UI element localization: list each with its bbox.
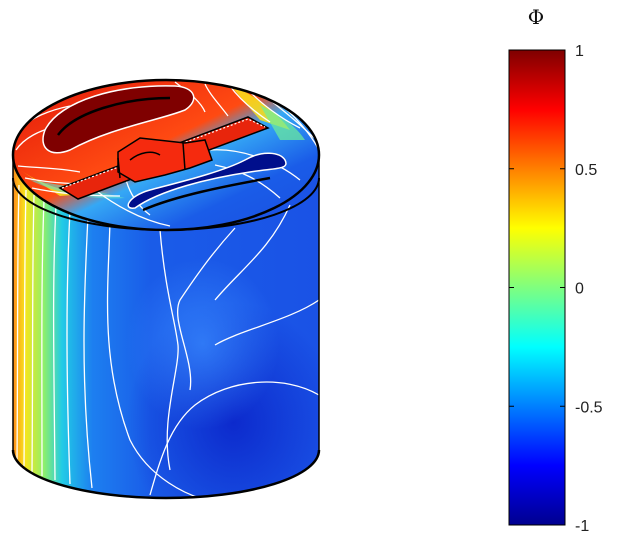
colorbar-tick-label: 0 bbox=[575, 281, 584, 298]
colorbar-tick-label: 1 bbox=[575, 43, 584, 60]
cylinder-side bbox=[11, 155, 321, 500]
top-edge bbox=[11, 78, 321, 232]
central-bar bbox=[58, 116, 270, 200]
dark-blue-slot bbox=[127, 152, 287, 209]
colorbar-tick-label: -1 bbox=[575, 518, 589, 535]
side-contour-lines bbox=[16, 184, 320, 499]
dark-red-slot bbox=[42, 85, 195, 154]
colorbar-ticks: 1 0.5 0 -0.5 -1 bbox=[509, 43, 603, 535]
cylinder-top bbox=[11, 78, 321, 232]
colorbar-tick-label: 0.5 bbox=[575, 162, 597, 179]
colorbar-title: Φ bbox=[528, 5, 544, 29]
colorbar-gradient bbox=[508, 49, 566, 526]
colorbar: Φ 1 0.5 0 -0.5 -1 bbox=[508, 5, 603, 535]
colorbar-tick-label: -0.5 bbox=[575, 399, 603, 416]
